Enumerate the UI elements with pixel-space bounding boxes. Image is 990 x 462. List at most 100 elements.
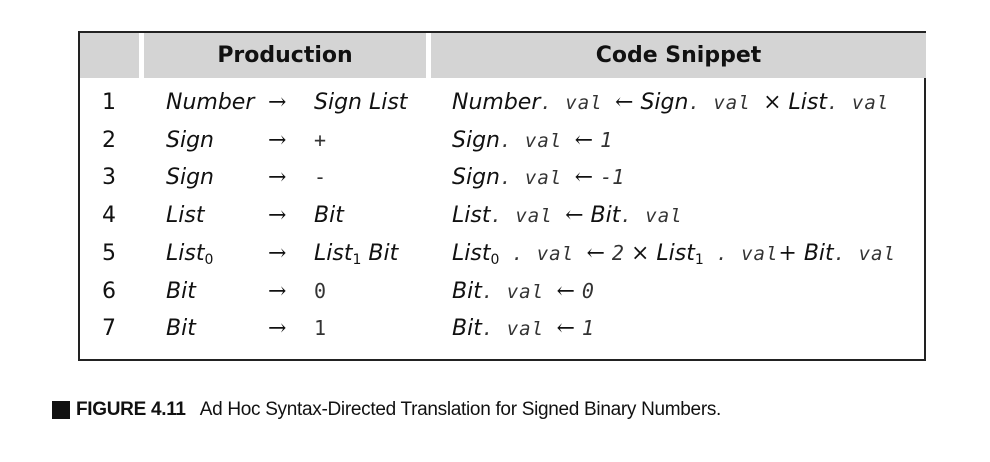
code-token: ←	[615, 90, 641, 115]
rhs-symbols: +	[314, 127, 327, 152]
code-snippet: Sign. val ← 1	[452, 122, 612, 160]
code-token: . val	[833, 242, 896, 265]
code-token: . val	[500, 129, 575, 152]
production-lhs: Sign	[166, 122, 214, 159]
code-token: List	[656, 240, 695, 266]
production-arrow: →	[268, 90, 287, 115]
production-rhs: List1 Bit	[314, 235, 398, 279]
code-token: . val	[490, 205, 566, 228]
code-token: Sign	[640, 90, 689, 115]
code-token: 2	[611, 240, 624, 265]
production-rhs: 0	[314, 273, 326, 310]
table-row: 2 Sign → + Sign. val ← 1	[80, 122, 924, 159]
caption-square-icon	[52, 401, 70, 419]
production-lhs: List0	[166, 235, 213, 279]
code-token: ←	[556, 316, 582, 342]
code-token: ←	[556, 278, 582, 304]
code-token: 1	[600, 127, 613, 152]
lhs-symbol: List	[166, 240, 205, 266]
code-token: . val	[688, 92, 764, 114]
production-arrow: →	[268, 127, 287, 153]
row-number: 4	[102, 203, 116, 229]
lhs-symbol: Number	[166, 90, 255, 115]
code-token: . val	[481, 280, 557, 303]
code-token: ×	[763, 90, 789, 115]
production-rhs: Bit	[314, 197, 344, 234]
production-rhs: 1	[314, 310, 326, 347]
code-token: . val	[827, 92, 890, 114]
code-token: ×	[623, 240, 657, 266]
code-snippet: Bit. val ← 1	[452, 310, 594, 348]
code-token: List	[788, 90, 828, 115]
code-token: List	[452, 240, 491, 266]
code-token: . val	[540, 92, 616, 114]
row-number: 3	[102, 165, 116, 191]
code-snippet: Bit. val ← 0	[452, 273, 594, 311]
code-token: 1	[581, 316, 594, 341]
row-number: 6	[102, 278, 116, 304]
production-arrow: →	[268, 316, 287, 342]
code-token: ←	[565, 203, 591, 229]
code-token: 1	[694, 251, 704, 268]
code-snippet: List. val ← Bit. val	[452, 197, 683, 235]
production-arrow: →	[268, 203, 287, 229]
lhs-symbol: Sign	[166, 165, 214, 191]
header-production: Production	[144, 33, 426, 78]
lhs-symbol: List	[166, 203, 205, 229]
rhs-subscript: 1	[352, 251, 362, 268]
code-snippet: List0 . val ← 2 × List1 . val+ Bit. val	[452, 235, 896, 279]
code-token: Bit	[452, 278, 482, 304]
code-token: . val	[481, 318, 557, 341]
rhs-symbols: List	[314, 240, 353, 266]
code-token: +	[778, 240, 804, 266]
rhs-symbols: -	[314, 165, 327, 190]
table-row: 3 Sign → - Sign. val ← -1	[80, 159, 924, 196]
lhs-symbol: Bit	[166, 316, 196, 342]
rhs-symbols: Sign List	[314, 90, 408, 115]
code-token: 0	[490, 251, 500, 268]
production-rhs: -	[314, 159, 326, 196]
code-token: ←	[574, 165, 601, 191]
code-token: 0	[581, 278, 594, 303]
table-row: 6 Bit → 0 Bit. val ← 0	[80, 273, 924, 310]
rhs-symbols: 0	[314, 278, 327, 303]
figure-caption: FIGURE 4.11 Ad Hoc Syntax-Directed Trans…	[52, 399, 721, 421]
production-rhs: +	[314, 122, 326, 159]
rhs-symbols: Bit	[314, 203, 344, 229]
code-token: . val	[703, 242, 779, 265]
code-snippet: Sign. val ← -1	[452, 159, 624, 197]
header-number-column	[80, 33, 139, 78]
table-row: 4 List → Bit List. val ← Bit. val	[80, 197, 924, 234]
lhs-subscript: 0	[204, 251, 214, 268]
row-number: 7	[102, 316, 116, 342]
code-snippet: Number. val ← Sign. val × List. val	[452, 84, 889, 122]
caption-label: FIGURE 4.11	[76, 399, 186, 420]
code-token: Number	[452, 90, 541, 115]
code-token: Bit	[590, 203, 621, 229]
code-token: . val	[499, 242, 587, 265]
production-rhs: Sign List	[314, 84, 407, 121]
rhs-tail: Bit	[361, 240, 399, 266]
production-arrow: →	[268, 165, 287, 191]
code-token: Sign	[452, 165, 500, 191]
lhs-symbol: Bit	[166, 278, 196, 304]
table-row: 7 Bit → 1 Bit. val ← 1	[80, 310, 924, 347]
code-token: . val	[620, 205, 683, 228]
code-token: ←	[586, 240, 612, 266]
code-token: . val	[500, 167, 575, 190]
lhs-symbol: Sign	[166, 127, 214, 153]
table-row: 5 List0 → List1 Bit List0 . val ← 2 × List1 …	[80, 235, 924, 272]
header-code-snippet: Code Snippet	[431, 33, 926, 78]
code-token: ←	[574, 127, 601, 153]
production-lhs: Bit	[166, 310, 196, 347]
production-arrow: →	[268, 240, 287, 266]
production-lhs: Bit	[166, 273, 196, 310]
table-row: 1 Number → Sign List Number. val ← Sign. val…	[80, 84, 924, 121]
production-table: Production Code Snippet 1 Number → Sign Lis…	[78, 31, 926, 361]
row-number: 1	[102, 90, 116, 115]
code-token: Bit	[803, 240, 834, 266]
row-number: 2	[102, 127, 116, 153]
production-lhs: Number	[166, 84, 254, 121]
production-lhs: List	[166, 197, 204, 234]
production-arrow: →	[268, 278, 287, 304]
